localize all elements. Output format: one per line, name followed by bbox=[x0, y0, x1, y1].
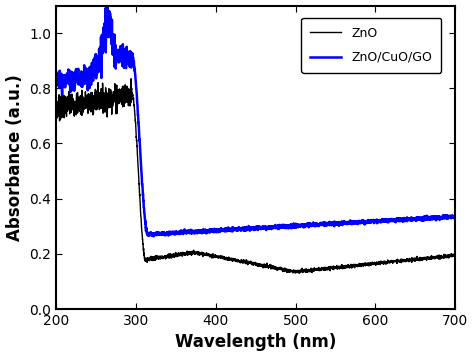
ZnO bbox=[296, 271, 302, 275]
ZnO/CuO/GO bbox=[151, 234, 156, 238]
ZnO/CuO/GO bbox=[402, 216, 408, 220]
ZnO/CuO/GO bbox=[207, 230, 212, 234]
ZnO bbox=[206, 253, 212, 257]
ZnO/CuO/GO bbox=[453, 213, 458, 217]
ZnO/CuO/GO bbox=[224, 227, 229, 232]
ZnO bbox=[445, 254, 451, 258]
Legend: ZnO, ZnO/CuO/GO: ZnO, ZnO/CuO/GO bbox=[301, 18, 441, 72]
ZnO bbox=[99, 106, 104, 110]
Line: ZnO: ZnO bbox=[56, 79, 456, 273]
ZnO/CuO/GO bbox=[53, 69, 59, 74]
ZnO bbox=[128, 77, 134, 81]
ZnO bbox=[402, 260, 408, 264]
ZnO/CuO/GO bbox=[104, 0, 110, 2]
ZnO/CuO/GO bbox=[99, 53, 104, 57]
ZnO bbox=[224, 255, 229, 260]
X-axis label: Wavelength (nm): Wavelength (nm) bbox=[175, 333, 337, 351]
Y-axis label: Absorbance (a.u.): Absorbance (a.u.) bbox=[6, 74, 24, 241]
ZnO bbox=[122, 101, 128, 105]
Line: ZnO/CuO/GO: ZnO/CuO/GO bbox=[56, 0, 456, 236]
ZnO/CuO/GO bbox=[122, 50, 128, 54]
ZnO/CuO/GO bbox=[445, 216, 451, 221]
ZnO bbox=[53, 95, 59, 100]
ZnO bbox=[453, 253, 458, 257]
